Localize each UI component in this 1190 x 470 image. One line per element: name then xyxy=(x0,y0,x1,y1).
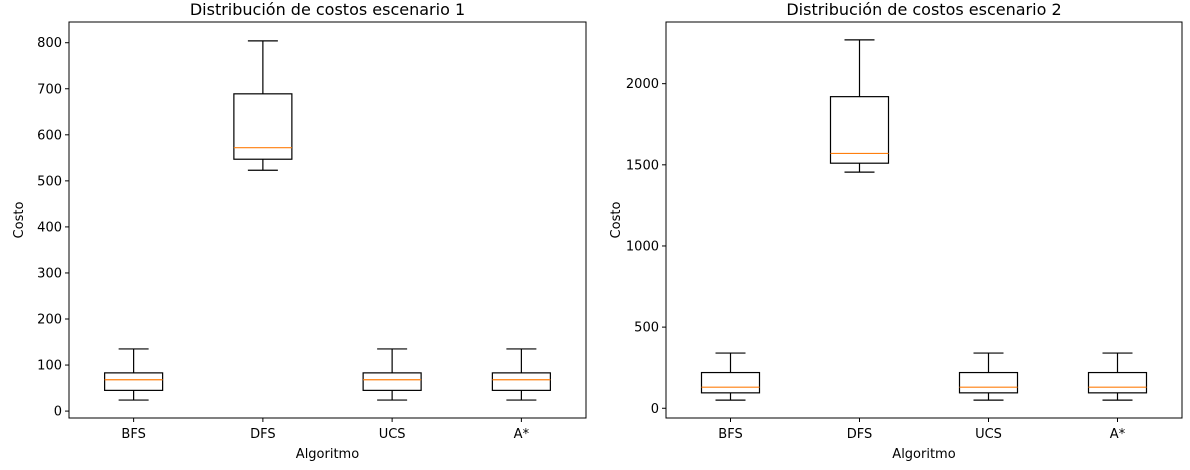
box-astar xyxy=(1087,352,1148,401)
y-tick-label: 1500 xyxy=(626,158,659,173)
x-axis-label: Algoritmo xyxy=(892,447,955,462)
chart-title: Distribución de costos escenario 2 xyxy=(786,0,1061,19)
y-tick-label: 800 xyxy=(37,36,62,51)
y-tick-label: 200 xyxy=(37,313,62,328)
x-tick-label: A* xyxy=(514,427,530,442)
y-axis-label: Costo xyxy=(12,202,27,239)
y-tick-label: 0 xyxy=(651,402,659,417)
chart-title: Distribución de costos escenario 1 xyxy=(190,0,465,19)
box-astar xyxy=(491,348,551,401)
box-body xyxy=(700,371,761,394)
box-body xyxy=(1087,371,1148,394)
y-tick-label: 100 xyxy=(37,359,62,374)
box-body xyxy=(491,372,551,391)
y-axis-label: Costo xyxy=(609,202,624,239)
box-dfs xyxy=(233,40,293,171)
y-tick-label: 500 xyxy=(634,321,659,336)
x-tick-label: BFS xyxy=(121,427,145,442)
plot-frame xyxy=(665,21,1183,419)
box-bfs xyxy=(700,352,761,401)
x-tick-label: A* xyxy=(1110,427,1126,442)
box-ucs xyxy=(362,348,422,401)
x-axis-label: Algoritmo xyxy=(296,447,359,462)
chart-panel-2: 0 500 1000 1500 2000 BFS DFS UCS A* Distribución … xyxy=(609,0,1183,462)
x-tick-label: DFS xyxy=(250,427,276,442)
y-tick-label: 2000 xyxy=(626,77,659,92)
y-tick-label: 500 xyxy=(37,174,62,189)
x-tick-label: DFS xyxy=(847,427,873,442)
y-tick-label: 700 xyxy=(37,82,62,97)
box-body xyxy=(958,371,1019,394)
y-tick-label: 400 xyxy=(37,220,62,235)
x-tick-label: UCS xyxy=(379,427,406,442)
box-body xyxy=(104,372,164,391)
plot-frame xyxy=(68,21,587,419)
y-tick-label: 300 xyxy=(37,266,62,281)
x-tick-label: UCS xyxy=(975,427,1002,442)
y-tick-label: 0 xyxy=(54,405,62,420)
box-body xyxy=(362,372,422,391)
y-tick-label: 1000 xyxy=(626,239,659,254)
y-tick-label: 600 xyxy=(37,128,62,143)
chart-panel-1: 0 100 200 300 400 500 600 700 800 BFS DFS UCS A* Dist… xyxy=(12,0,587,462)
box-bfs xyxy=(104,348,164,401)
box-body xyxy=(829,96,890,164)
box-ucs xyxy=(958,352,1019,401)
box-body xyxy=(233,93,293,160)
x-tick-label: BFS xyxy=(718,427,742,442)
box-dfs xyxy=(829,39,890,173)
